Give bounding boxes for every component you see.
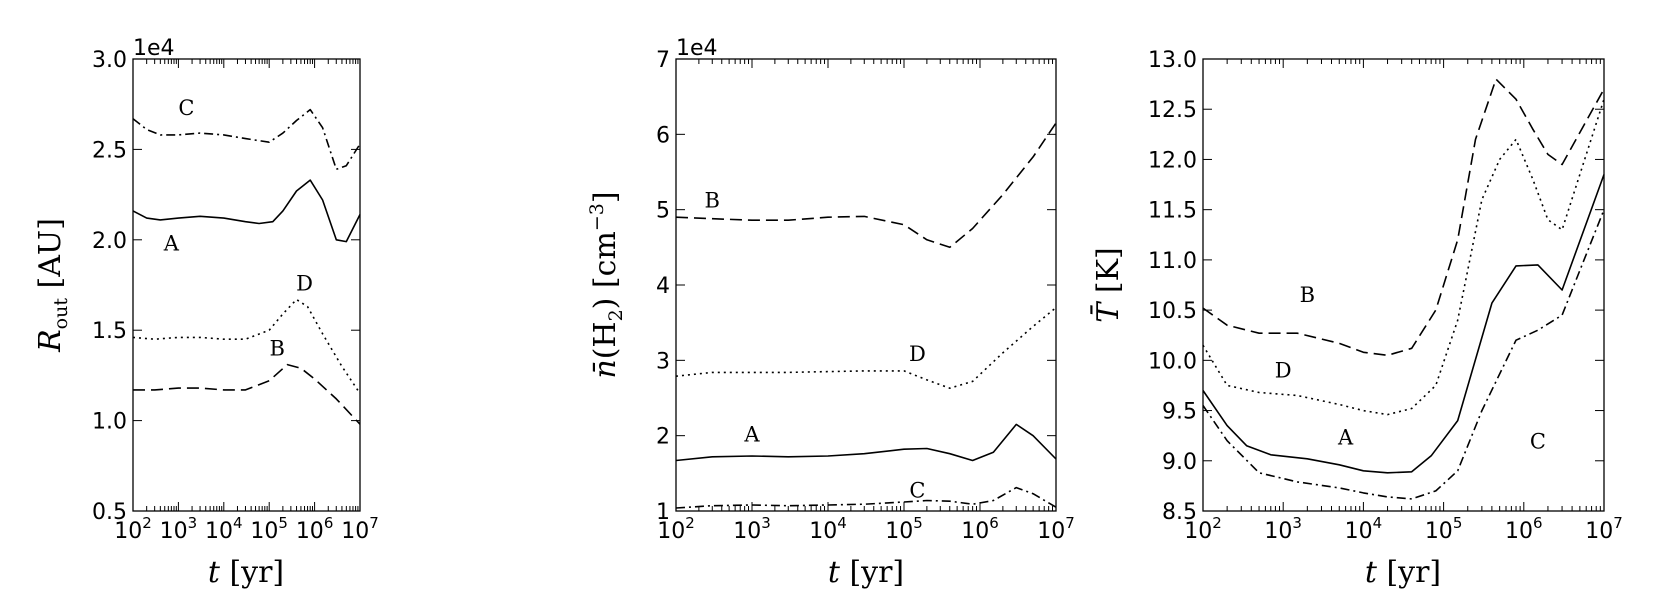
curve-label-D: D xyxy=(296,271,313,295)
y-tick-label: 12.0 xyxy=(1148,148,1197,173)
y-axis-label: n̄(H2) [cm−3] xyxy=(586,191,627,378)
plot-marks: 102 103 104 105 106 107 1 2 3 4 5 6 7 B D A C xyxy=(656,48,1075,544)
panel-rout: 102 103 104 105 106 107 0.5 1.0 1.5 2.0 2.5 3.0 C A D B… xyxy=(33,36,379,590)
y-tick-label: 10.0 xyxy=(1148,349,1197,374)
x-tick-label: 107 xyxy=(1585,514,1623,544)
offset-label: 1e4 xyxy=(133,36,175,61)
x-tick-label: 105 xyxy=(250,514,288,544)
y-tick-label: 11.5 xyxy=(1148,199,1197,224)
y-tick-label: 2.0 xyxy=(92,229,127,254)
x-tick-label: 105 xyxy=(885,514,923,544)
y-tick-label: 6 xyxy=(656,123,670,148)
y-axis-label: Rout [AU] xyxy=(33,218,72,353)
curve-label-C: C xyxy=(909,478,925,502)
y-tick-label: 4 xyxy=(656,274,670,299)
series-C-line xyxy=(675,486,1057,509)
x-tick-label: 106 xyxy=(1505,514,1543,544)
x-axis-label: t [yr] xyxy=(1365,555,1441,590)
x-tick-label: 102 xyxy=(114,514,152,544)
curve-label-B: B xyxy=(269,337,284,361)
x-tick-label: 103 xyxy=(160,514,198,544)
y-tick-label: 13.0 xyxy=(1148,48,1197,73)
plot-frame xyxy=(675,58,1057,512)
curve-label-A: A xyxy=(1337,426,1354,450)
series-B-line xyxy=(1202,78,1605,357)
curve-label-A: A xyxy=(163,232,180,256)
y-tick-label: 1.5 xyxy=(92,319,127,344)
y-tick-label: 3 xyxy=(656,349,670,374)
series-B-line xyxy=(133,363,361,425)
panel-density: 102 103 104 105 106 107 1 2 3 4 5 6 7 B D A C 1e4 n̄(H2)… xyxy=(586,36,1075,590)
curve-label-A: A xyxy=(743,423,760,447)
series-C-line xyxy=(132,108,361,171)
y-tick-label: 1.0 xyxy=(92,410,127,435)
y-tick-label: 12.5 xyxy=(1148,98,1197,123)
y-tick-label: 3.0 xyxy=(92,48,127,73)
y-axis-label: T̄ [K] xyxy=(1090,247,1126,322)
x-tick-label: 103 xyxy=(733,514,771,544)
x-tick-label: 104 xyxy=(205,514,243,544)
curve-label-C: C xyxy=(1530,430,1546,454)
series-D-line xyxy=(675,306,1057,389)
series-A-line xyxy=(675,423,1057,462)
panel-temperature: 102 103 104 105 106 107 8.5 9.0 9.5 10.0 10.5 11.0 1… xyxy=(1090,48,1623,590)
y-tick-label: 9.0 xyxy=(1162,450,1197,475)
x-tick-label: 107 xyxy=(341,514,379,544)
x-tick-label: 102 xyxy=(657,514,695,544)
offset-label: 1e4 xyxy=(676,36,718,61)
plot-marks: 102 103 104 105 106 107 0.5 1.0 1.5 2.0 2.5 3.0 C A D B xyxy=(92,48,379,544)
y-tick-label: 7 xyxy=(656,48,670,73)
series-A-line xyxy=(1202,174,1605,474)
series-D-line xyxy=(132,298,361,394)
curve-label-D: D xyxy=(1275,358,1292,382)
curve-label-B: B xyxy=(705,188,720,212)
y-tick-label: 2.5 xyxy=(92,138,127,163)
y-tick-label: 1 xyxy=(656,500,670,525)
y-tick-label: 8.5 xyxy=(1162,500,1197,525)
plot-marks: 102 103 104 105 106 107 8.5 9.0 9.5 10.0 10.5 11.0 1… xyxy=(1148,48,1623,544)
x-tick-label: 104 xyxy=(1345,514,1383,544)
y-tick-label: 5 xyxy=(656,199,670,224)
x-tick-label: 106 xyxy=(961,514,999,544)
y-tick-label: 9.5 xyxy=(1162,400,1197,425)
y-tick-label: 11.0 xyxy=(1148,249,1197,274)
curve-label-B: B xyxy=(1300,283,1315,307)
y-tick-label: 10.5 xyxy=(1148,299,1197,324)
x-axis-label: t [yr] xyxy=(208,555,284,590)
x-tick-label: 104 xyxy=(809,514,847,544)
y-tick-label: 0.5 xyxy=(92,500,127,525)
x-tick-label: 103 xyxy=(1264,514,1302,544)
series-C-line xyxy=(1202,209,1605,500)
curve-label-D: D xyxy=(909,342,926,366)
x-tick-label: 105 xyxy=(1425,514,1463,544)
y-tick-label: 2 xyxy=(656,425,670,450)
curve-label-C: C xyxy=(178,96,194,120)
x-axis-label: t [yr] xyxy=(828,555,904,590)
x-tick-label: 107 xyxy=(1037,514,1075,544)
x-tick-label: 106 xyxy=(296,514,334,544)
plot-frame xyxy=(132,58,361,512)
series-A-line xyxy=(132,179,361,243)
plot-frame xyxy=(1202,58,1605,512)
series-B-line xyxy=(675,122,1057,249)
x-tick-label: 102 xyxy=(1184,514,1222,544)
